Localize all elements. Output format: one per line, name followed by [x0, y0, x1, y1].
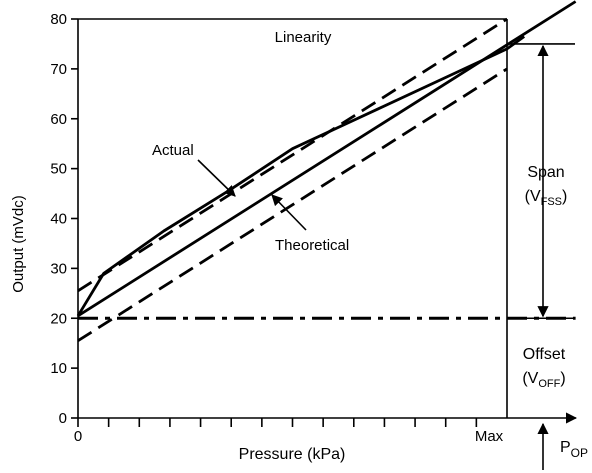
theoretical-label: Theoretical — [275, 237, 349, 254]
y-tick-label-60: 60 — [50, 111, 67, 128]
actual-callout-arrow — [197, 159, 236, 197]
chart-title: Linearity — [275, 29, 332, 46]
y-tick-label-0: 0 — [59, 410, 67, 427]
y-tick-label-70: 70 — [50, 61, 67, 78]
y-axis-label: Output (mVdc) — [10, 195, 27, 293]
span-subscript-label: (VFSS) — [525, 188, 568, 208]
y-tick-label-30: 30 — [50, 260, 67, 277]
actual-series-line — [76, 35, 526, 317]
plot-frame — [77, 18, 578, 424]
theoretical-series-line — [77, 0, 577, 317]
x-tick-label-end: Max — [475, 428, 504, 445]
dashed-line-2 — [77, 17, 508, 292]
pop-label: POP — [560, 439, 588, 460]
span-label: Span — [527, 164, 564, 181]
y-tick-label-80: 80 — [50, 11, 67, 28]
offset-subscript-label: (VOFF) — [522, 370, 565, 390]
guide-lines — [197, 43, 575, 470]
offset-label: Offset — [523, 346, 566, 363]
theoretical-callout-arrow — [271, 194, 307, 231]
x-axis-label: Pressure (kPa) — [239, 446, 346, 463]
x-tick-label-start: 0 — [74, 428, 82, 445]
tick-marks: 0 10 20 30 40 50 60 70 80 — [50, 11, 478, 427]
y-tick-label-40: 40 — [50, 211, 67, 228]
actual-label: Actual — [152, 142, 194, 159]
y-tick-label-50: 50 — [50, 161, 67, 178]
series-layer — [76, 0, 577, 342]
y-tick-label-10: 10 — [50, 360, 67, 377]
dashed-line-3 — [77, 67, 508, 342]
y-tick-label-20: 20 — [50, 310, 67, 327]
